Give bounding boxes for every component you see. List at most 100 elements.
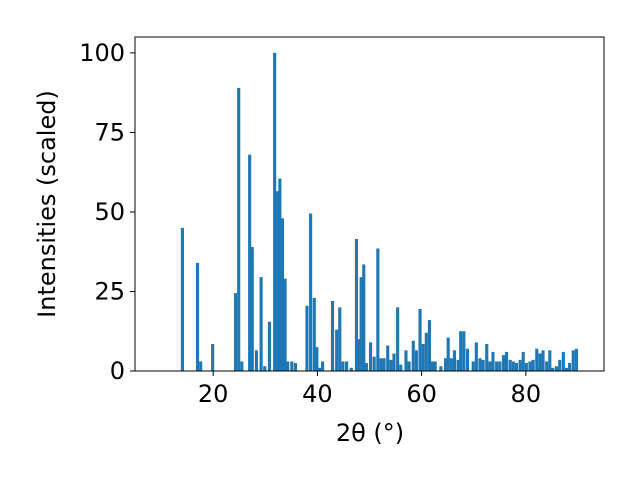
bar [459, 331, 463, 371]
bar [280, 218, 285, 371]
bar [335, 329, 339, 371]
bar [478, 358, 482, 371]
bar [535, 348, 539, 371]
y-axis-label: Intensities (scaled) [33, 90, 61, 318]
bar [382, 358, 386, 371]
bar [508, 359, 512, 371]
bar [474, 342, 478, 371]
bar [524, 363, 528, 371]
bar [359, 277, 363, 371]
bar [330, 301, 335, 371]
bar [561, 351, 565, 371]
bar [531, 359, 535, 371]
bar [321, 361, 325, 371]
bar [349, 367, 353, 371]
bar [248, 154, 252, 371]
bar [548, 350, 552, 371]
bar [511, 361, 515, 371]
bar [362, 264, 366, 371]
bar [488, 361, 492, 371]
bar [411, 340, 415, 371]
bar [501, 355, 505, 371]
bar [504, 351, 509, 371]
plot-frame [134, 36, 605, 372]
bar [545, 361, 549, 371]
y-tick-label: 50 [94, 198, 125, 226]
bar [471, 361, 475, 371]
bar [259, 277, 263, 371]
bar [564, 367, 569, 371]
bar [418, 308, 422, 371]
bar [283, 278, 287, 371]
bar [444, 358, 448, 371]
bar [267, 321, 272, 371]
bar [234, 293, 238, 371]
bar [424, 332, 428, 371]
bar [404, 350, 408, 371]
bar [376, 248, 380, 371]
bar [498, 361, 502, 371]
bar [364, 363, 368, 371]
bar [237, 87, 241, 372]
bar [263, 366, 267, 371]
y-tick-label: 25 [94, 277, 125, 305]
bar [354, 238, 359, 371]
bar [568, 363, 572, 371]
bar [558, 359, 562, 371]
bar [433, 361, 437, 371]
bar [341, 361, 345, 371]
bar [571, 350, 575, 371]
bar [485, 343, 489, 371]
bar [514, 363, 519, 371]
bar [195, 262, 200, 371]
bar [392, 353, 396, 371]
bar [541, 350, 545, 371]
bar [521, 351, 525, 371]
bar [407, 361, 411, 371]
bar [389, 359, 393, 371]
x-axis-label: 2θ (°) [336, 419, 404, 447]
bar [481, 359, 485, 371]
y-tick-label: 0 [110, 357, 125, 385]
bar [495, 361, 499, 371]
bar [465, 348, 470, 371]
bars-group [180, 52, 578, 372]
bar [345, 361, 349, 371]
bar [290, 361, 294, 371]
bar [414, 350, 418, 371]
bar [312, 297, 316, 371]
bar [356, 339, 361, 371]
bar [449, 358, 453, 371]
bar [421, 343, 425, 371]
bar [293, 363, 298, 371]
x-axis-ticks: 20 40 60 80 [198, 371, 541, 408]
bar [491, 351, 495, 371]
bar [180, 227, 184, 371]
bar [368, 342, 373, 371]
bar [254, 350, 258, 371]
x-tick-label: 20 [198, 380, 229, 408]
bar [305, 305, 309, 371]
bar [278, 178, 282, 371]
bar [518, 359, 522, 371]
bar [538, 353, 542, 371]
bar [555, 366, 559, 371]
x-tick-label: 60 [406, 380, 437, 408]
bar [379, 358, 383, 371]
bar [317, 367, 322, 371]
bar [551, 367, 555, 371]
x-tick-label: 80 [511, 380, 542, 408]
bar [430, 361, 435, 371]
y-axis-ticks: 0 25 50 75 100 [79, 39, 135, 385]
bar [528, 361, 532, 371]
bar [439, 366, 443, 371]
bar [211, 343, 215, 371]
bar [446, 337, 450, 371]
bar [250, 246, 254, 371]
bar [273, 52, 277, 372]
y-tick-label: 75 [94, 118, 125, 146]
bar [309, 213, 313, 371]
bar [275, 191, 279, 371]
bar [452, 350, 457, 371]
